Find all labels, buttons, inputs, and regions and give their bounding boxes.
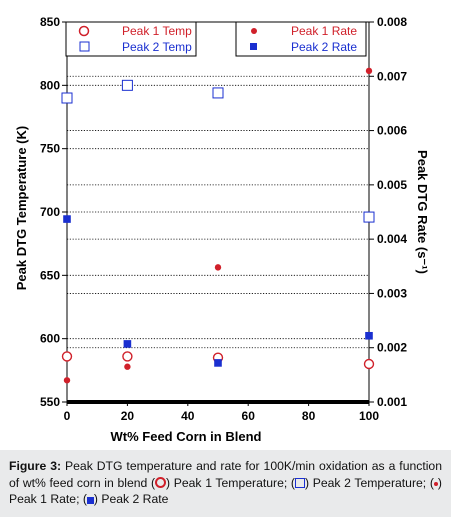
y2-axis-title: Peak DTG Rate (s⁻¹)	[415, 150, 430, 274]
open-square-icon	[294, 477, 305, 488]
point-peak-2-temp	[121, 79, 133, 91]
figure-caption: Figure 3: Peak DTG temperature and rate …	[0, 450, 451, 517]
point-peak-2-temp	[61, 92, 73, 104]
legend-peak2-temp-marker	[79, 41, 90, 52]
y-tick-label: 750	[40, 142, 60, 156]
x-axis-title: Wt% Feed Corn in Blend	[111, 429, 262, 444]
legend-peak1-rate-label: Peak 1 Rate	[291, 24, 357, 38]
point-peak-2-temp	[212, 87, 224, 99]
caption-text-1: Peak DTG temperature and rate for 100K/m…	[9, 459, 442, 490]
caption-text-2: ) Peak 1 Temperature; (	[166, 475, 295, 490]
data-marks	[61, 67, 375, 384]
y-tick-label: 600	[40, 332, 60, 346]
legend-peak2-rate-label: Peak 2 Rate	[291, 40, 357, 54]
filled-square-icon	[86, 497, 94, 504]
point-peak-1-rate	[365, 67, 373, 75]
caption-text-4: ) Peak 1 Rate; (	[9, 475, 442, 507]
point-peak-2-temp	[363, 211, 375, 223]
y2-tick-label: 0.001	[377, 395, 407, 409]
caption-text-5: ) Peak 2 Rate	[93, 492, 169, 506]
open-circle-icon	[155, 476, 167, 488]
x-tick-label: 100	[359, 409, 379, 423]
point-peak-1-rate	[214, 264, 222, 271]
y2-tick-label: 0.008	[377, 15, 407, 29]
legend-left: Peak 1 Temp Peak 2 Temp Peak 1 Rate Peak…	[65, 21, 367, 57]
point-peak-1-rate	[63, 377, 71, 384]
y2-tick-label: 0.005	[377, 178, 407, 192]
grid-lines	[67, 75, 369, 349]
legend-peak1-temp-label: Peak 1 Temp	[122, 24, 192, 38]
legend-peak1-rate-marker	[251, 28, 257, 34]
x-tick-label: 60	[242, 409, 256, 423]
y2-tick-label: 0.007	[377, 69, 407, 83]
x-tick-label: 20	[121, 409, 135, 423]
x-tick-label: 40	[181, 409, 195, 423]
point-peak-1-temp	[61, 351, 73, 362]
y-tick-label: 800	[40, 78, 60, 92]
legend-peak2-temp-label: Peak 2 Temp	[122, 40, 192, 54]
caption-label: Figure 3:	[9, 459, 62, 473]
y-axis-title: Peak DTG Temperature (K)	[14, 126, 29, 290]
caption-text-3: ) Peak 2 Temperature; (	[304, 475, 434, 490]
legend-peak1-temp-marker	[78, 25, 90, 37]
tick-labels: 5506006507007508008500.0010.0020.0030.00…	[40, 15, 407, 423]
point-peak-2-rate	[123, 340, 132, 348]
y2-tick-label: 0.003	[377, 286, 407, 300]
y-tick-label: 700	[40, 205, 60, 219]
x-tick-label: 0	[64, 409, 71, 423]
point-peak-2-rate	[63, 215, 71, 223]
point-peak-1-rate	[124, 363, 131, 370]
y-tick-label: 850	[40, 15, 60, 29]
chart: 5506006507007508008500.0010.0020.0030.00…	[14, 15, 430, 444]
y-tick-label: 650	[40, 268, 60, 282]
axes	[62, 21, 374, 406]
point-peak-1-temp	[122, 351, 133, 362]
y2-tick-label: 0.006	[377, 124, 407, 138]
legend-right-box	[235, 21, 367, 57]
y2-tick-label: 0.002	[377, 341, 407, 355]
y-tick-label: 550	[40, 395, 60, 409]
y2-tick-label: 0.004	[377, 232, 407, 246]
point-peak-2-rate	[365, 331, 373, 340]
legend-peak2-rate-marker	[250, 43, 257, 50]
filled-dot-icon	[433, 481, 438, 486]
x-tick-label: 80	[302, 409, 316, 423]
point-peak-2-rate	[214, 359, 222, 367]
point-peak-1-temp	[363, 358, 375, 370]
